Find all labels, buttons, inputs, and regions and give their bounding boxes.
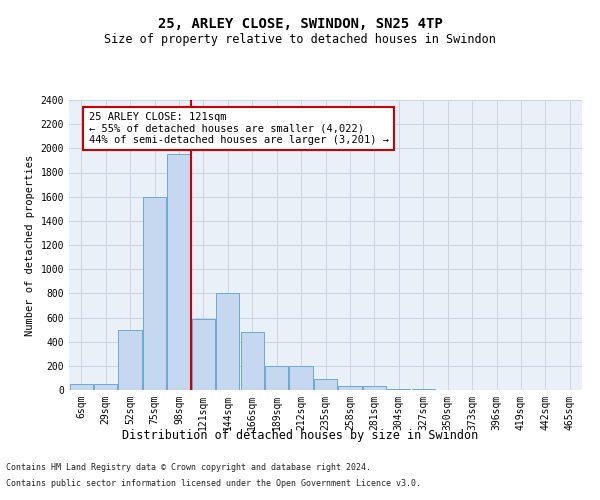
Bar [94, 384, 117, 390]
Bar [241, 332, 264, 390]
Bar [387, 389, 410, 390]
Bar [289, 366, 313, 390]
Text: Contains public sector information licensed under the Open Government Licence v3: Contains public sector information licen… [6, 479, 421, 488]
Y-axis label: Number of detached properties: Number of detached properties [25, 154, 35, 336]
Bar [118, 330, 142, 390]
Text: Size of property relative to detached houses in Swindon: Size of property relative to detached ho… [104, 32, 496, 46]
Bar [70, 384, 93, 390]
Text: 25, ARLEY CLOSE, SWINDON, SN25 4TP: 25, ARLEY CLOSE, SWINDON, SN25 4TP [158, 18, 442, 32]
Bar [192, 318, 215, 390]
Text: 25 ARLEY CLOSE: 121sqm
← 55% of detached houses are smaller (4,022)
44% of semi-: 25 ARLEY CLOSE: 121sqm ← 55% of detached… [89, 112, 389, 146]
Bar [314, 379, 337, 390]
Text: Distribution of detached houses by size in Swindon: Distribution of detached houses by size … [122, 428, 478, 442]
Bar [167, 154, 191, 390]
Bar [216, 294, 239, 390]
Bar [143, 196, 166, 390]
Bar [363, 386, 386, 390]
Bar [265, 366, 288, 390]
Bar [338, 386, 362, 390]
Text: Contains HM Land Registry data © Crown copyright and database right 2024.: Contains HM Land Registry data © Crown c… [6, 463, 371, 472]
